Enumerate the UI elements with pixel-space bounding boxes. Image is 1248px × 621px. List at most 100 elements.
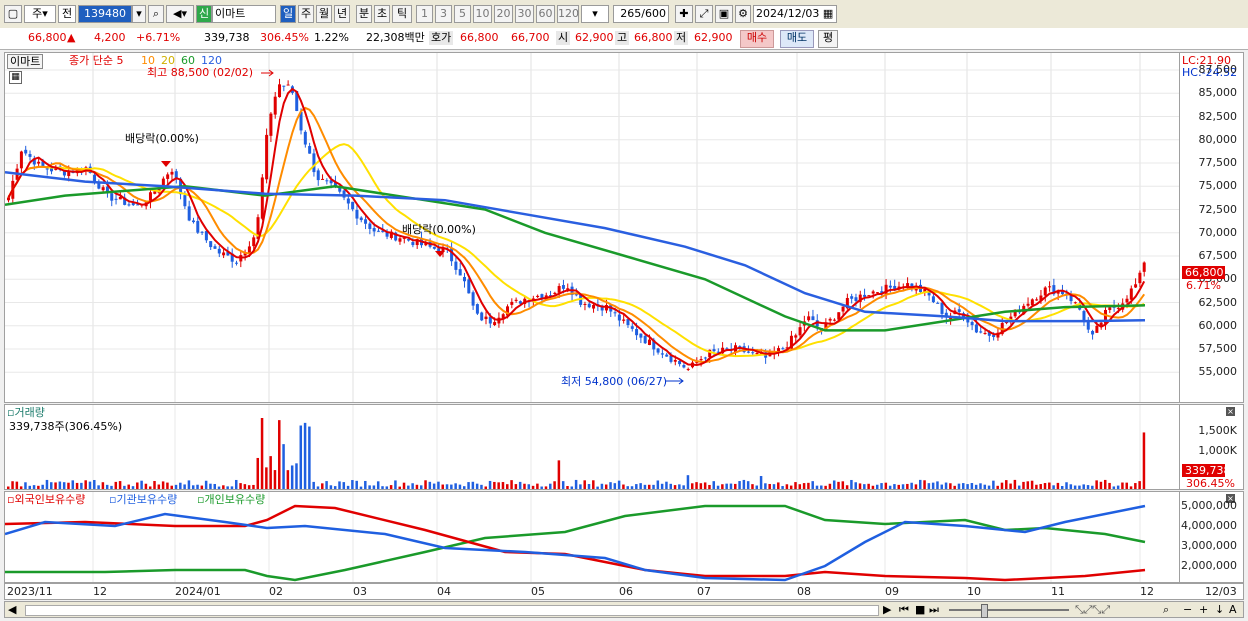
count-field[interactable]: 265/600 [613,5,669,23]
volume-bar [1065,482,1068,489]
close-icon[interactable]: × [1226,494,1235,503]
volume-bar [527,484,531,489]
num-5[interactable]: 5 [454,5,471,23]
num-60[interactable]: 60 [536,5,555,23]
zoom-slider-handle[interactable] [981,604,988,618]
candle-body [635,328,639,336]
period-minute[interactable]: 분 [356,5,372,23]
volume-bar [729,483,733,489]
hoga-label: 호가 [429,31,454,45]
magnifier-icon[interactable]: ⌕ [1163,603,1170,616]
volume-bar [897,484,900,489]
zoom-in-icon[interactable]: + [1199,603,1209,616]
volume-bar [893,484,896,489]
period-tick[interactable]: 틱 [392,5,412,23]
candle-body [746,351,750,353]
close-icon[interactable]: × [1226,407,1235,416]
scroll-right-icon[interactable]: ▶ [883,603,892,616]
period-month[interactable]: 월 [316,5,332,23]
period-second[interactable]: 초 [374,5,390,23]
x-tick: 04 [437,585,451,598]
bid-price: 66,700 [511,31,550,44]
stock-tag[interactable]: 이마트 [7,54,44,69]
zoom-out-icon[interactable]: − [1183,603,1193,616]
toolbar: ▢ 주▾ 전 139480 ▾ ⌕ ◀▾ 신 이마트 일 주 월 년 분 초 틱… [0,0,1248,29]
volume-bar [37,485,40,489]
save-icon[interactable]: ▣ [715,5,733,23]
volume-bar [699,483,703,489]
volume-bar [118,481,122,489]
num-1[interactable]: 1 [416,5,433,23]
volume-bar [355,480,358,489]
candle-body [540,294,544,299]
volume-pane[interactable]: ▫거래량 339,738주(306.45%) [4,404,1180,490]
scroll-track[interactable] [25,605,879,616]
candle-body [450,248,454,262]
crosshair-icon[interactable]: ✚ [675,5,693,23]
scroll-bar[interactable]: ◀ ▶ ⏮ ■ ⏭ ⤡⤢⤡⤢ ⌕ − + ↓ A [4,601,1244,618]
period-year[interactable]: 년 [334,5,350,23]
stock-name-field[interactable]: 이마트 [212,5,276,23]
custom-number-select[interactable]: ▾ [581,5,609,23]
code-input[interactable]: 139480 [78,5,132,23]
forward-icon[interactable]: ⏭ [929,603,939,616]
holding-chart[interactable] [5,492,1180,583]
chevron-down-icon[interactable]: ▾ [132,5,146,23]
price-pane[interactable]: 이마트 종가 단순 5 10 20 60 120 ▦ 최고 88,500 (02… [4,52,1180,403]
candle-body [209,241,213,248]
zoom-slider[interactable] [949,609,1069,611]
x-tick: 2023/11 [7,585,53,598]
num-120[interactable]: 120 [557,5,579,23]
candle-body [1056,290,1060,294]
num-3[interactable]: 3 [435,5,452,23]
sound-icon[interactable]: ◀▾ [166,5,194,23]
date-field[interactable]: 2024/12/03 ▦ [753,5,837,23]
search-icon[interactable]: ⌕ [148,5,164,23]
candle-body [854,297,858,301]
volume-chart[interactable] [5,405,1180,490]
volume-bar [1073,485,1077,489]
calendar-icon[interactable]: ▦ [822,7,834,20]
draw-tools-icon[interactable]: ⤡⤢⤡⤢ [1075,603,1111,616]
volume-bar [338,481,341,489]
volume-bar [884,482,888,489]
price-chart[interactable] [5,53,1180,403]
holding-pane[interactable]: ▫외국인보유수량 ▫기관보유수량 ▫개인보유수량 [4,491,1180,583]
rewind-icon[interactable]: ⏮ [899,603,909,616]
candle-body [62,170,66,176]
prev-button[interactable]: 전 [58,5,76,23]
num-10[interactable]: 10 [473,5,492,23]
candle-body [368,223,372,229]
stop-icon[interactable]: ■ [915,603,926,616]
draw-icon[interactable]: ⤢ [695,5,713,23]
period-day[interactable]: 일 [280,5,296,23]
gear-icon[interactable]: ⚙ [735,5,751,23]
window-icon[interactable]: ▢ [4,5,22,23]
arrow-icon[interactable]: ↓ [1215,603,1225,616]
lc-value: LC:21.90 [1182,54,1232,67]
period-week[interactable]: 주 [298,5,314,23]
sell-button[interactable]: 매도 [780,30,814,48]
candle-body [828,318,832,321]
volume-bar [226,486,229,489]
volume-bar [1099,481,1103,489]
buy-button[interactable]: 매수 [740,30,774,48]
grid-icon[interactable]: ▦ [9,71,22,84]
period-select[interactable]: 주▾ [24,5,56,23]
eval-button[interactable]: 평 [818,30,838,48]
scroll-left-icon[interactable]: ◀ [8,603,17,616]
candle-body [28,154,32,157]
num-20[interactable]: 20 [494,5,513,23]
volume-bar [28,485,32,489]
volume-bar [514,484,518,489]
volume-bar [1103,479,1107,489]
candle-body [174,171,178,179]
num-30[interactable]: 30 [515,5,534,23]
volume-bar [432,483,436,489]
volume-bar [910,482,913,489]
volume-bar [940,484,944,489]
volume-bar [557,460,561,489]
institution-line [5,504,1146,582]
candle-body [273,96,277,115]
font-icon[interactable]: A [1229,603,1237,616]
